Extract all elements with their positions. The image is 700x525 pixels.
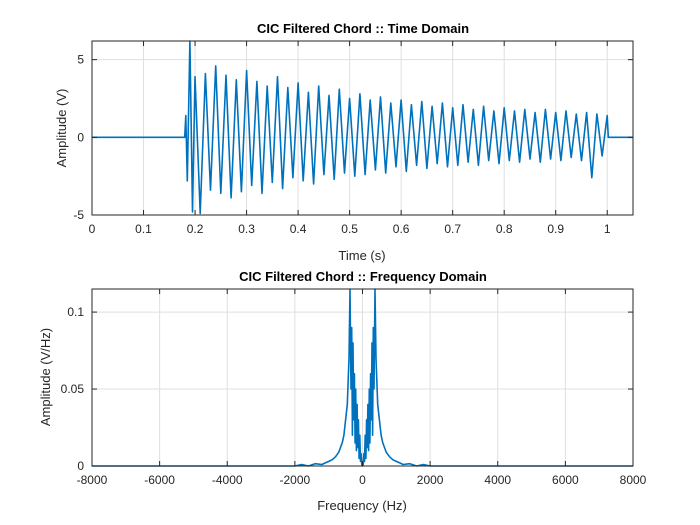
time-domain-y-tick-label: 0 [77,130,84,144]
frequency-domain-x-tick-label: 2000 [417,473,444,487]
time-domain-x-tick-label: 0.2 [187,222,204,236]
frequency-domain-y-ticks: 0 0.05 0.1 [61,305,633,473]
time-domain-x-tick-label: 1 [604,222,611,236]
time-domain-title: CIC Filtered Chord :: Time Domain [257,21,469,36]
frequency-domain-x-label: Frequency (Hz) [317,498,407,513]
time-domain-y-ticks: -5 0 5 [73,53,633,222]
frequency-domain-y-tick-label: 0 [77,459,84,473]
time-domain-x-tick-label: 0.5 [341,222,358,236]
frequency-domain-axes: CIC Filtered Chord :: Frequency Domain -… [38,269,647,513]
frequency-domain-x-ticks: -8000 -6000 -4000 -2000 0 2000 4000 6000 8000 [77,289,647,487]
frequency-domain-title: CIC Filtered Chord :: Frequency Domain [239,269,487,284]
frequency-domain-x-tick-label: 8000 [620,473,647,487]
time-domain-x-tick-label: 0 [89,222,96,236]
frequency-domain-x-tick-label: -8000 [77,473,108,487]
time-domain-y-tick-label: -5 [73,208,84,222]
time-domain-x-tick-label: 0.7 [444,222,461,236]
time-domain-x-tick-label: 0.3 [238,222,255,236]
frequency-domain-y-label: Amplitude (V/Hz) [38,328,53,426]
frequency-domain-x-tick-label: -6000 [144,473,175,487]
time-domain-x-tick-label: 0.6 [393,222,410,236]
time-domain-y-label: Amplitude (V) [54,89,69,168]
frequency-domain-x-tick-label: 4000 [484,473,511,487]
frequency-domain-y-tick-label: 0.1 [67,305,84,319]
time-domain-x-tick-label: 0.9 [547,222,564,236]
time-domain-x-ticks: 0 0.1 0.2 0.3 0.4 0.5 0.6 0.7 0.8 0.9 1 [89,41,611,236]
frequency-domain-x-tick-label: -4000 [212,473,243,487]
frequency-domain-x-tick-label: 0 [359,473,366,487]
time-domain-x-tick-label: 0.8 [496,222,513,236]
time-domain-axes: CIC Filtered Chord :: Time Domain 0 0.1 0.… [54,21,634,263]
time-domain-y-tick-label: 5 [77,53,84,67]
time-domain-x-tick-label: 0.4 [290,222,307,236]
time-domain-waveform [92,40,633,215]
time-domain-x-tick-label: 0.1 [135,222,152,236]
time-domain-x-label: Time (s) [338,248,385,263]
frequency-domain-x-tick-label: 6000 [552,473,579,487]
frequency-domain-y-tick-label: 0.05 [61,382,85,396]
frequency-domain-x-tick-label: -2000 [280,473,311,487]
time-domain-frame [91,40,634,216]
